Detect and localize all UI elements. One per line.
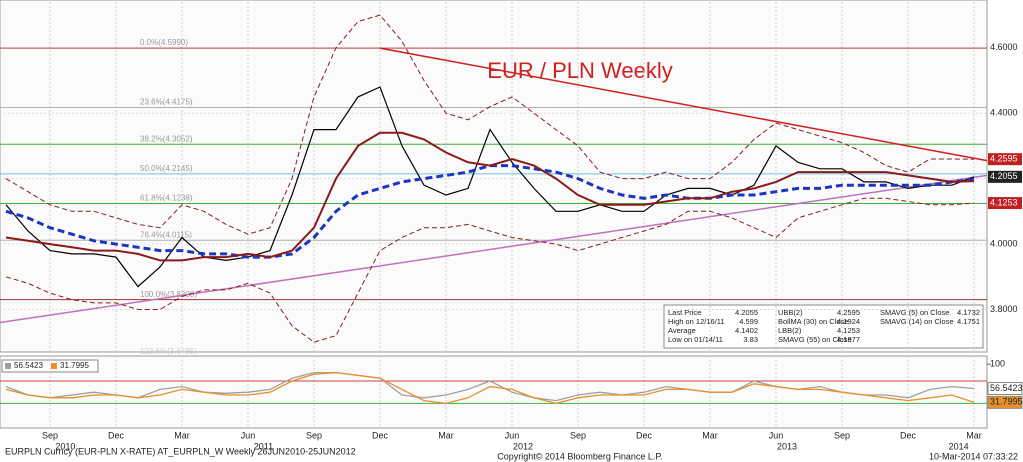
- legend-value: 4.2055: [735, 308, 758, 317]
- x-tick-label: Jun: [505, 430, 520, 440]
- year-label: 2013: [777, 441, 797, 451]
- fib-label: 123.6%(3.6485): [140, 347, 197, 356]
- legend-value: 4.1253: [837, 326, 860, 335]
- legend-label: High on 12/16/11: [668, 317, 725, 326]
- legend-label: SMAVG (55) on Close: [778, 335, 852, 344]
- fib-label: 100.0%(3.8300): [140, 290, 197, 299]
- legend-label: LBB(2): [778, 326, 802, 335]
- legend-box: [663, 304, 984, 349]
- series-line: [5, 164, 975, 259]
- value-tag: [987, 395, 1023, 409]
- value-tag-label: 4.1253: [990, 197, 1018, 207]
- fib-label: 38.2%(4.3052): [140, 134, 193, 143]
- legend-label: Low on 01/14/11: [668, 335, 723, 344]
- legend-label: Last Price: [668, 308, 701, 317]
- legend-label: SMAVG (14) on Close: [880, 317, 954, 326]
- footer-right: 10-Mar-2014 07:33:22: [929, 451, 1018, 461]
- x-tick-label: Mar: [438, 430, 454, 440]
- lower-panel: [0, 355, 988, 429]
- value-tag: [988, 197, 1022, 210]
- lower-legend-value: 31.7995: [60, 361, 89, 370]
- y-tick-label: 4.6000: [990, 42, 1018, 52]
- legend-value: 4.1732: [957, 308, 980, 317]
- legend-label: UBB(2): [778, 308, 803, 317]
- x-tick-label: Sep: [834, 430, 850, 440]
- year-label: 2014: [949, 441, 969, 451]
- legend-value: 3.83: [743, 335, 758, 344]
- legend-value: 4.1977: [837, 335, 860, 344]
- legend-label: Average: [668, 326, 696, 335]
- value-tag: [988, 170, 1022, 183]
- x-tick-label: Jun: [769, 430, 784, 440]
- value-tag: [987, 381, 1023, 395]
- x-tick-label: Dec: [636, 430, 653, 440]
- series-line: [5, 86, 975, 288]
- x-tick-label: Mar: [702, 430, 718, 440]
- x-tick-label: Dec: [900, 430, 917, 440]
- fib-label: 76.4%(4.0115): [140, 230, 192, 239]
- y2-tick-label: 100: [990, 359, 1005, 369]
- year-label: 2011: [254, 441, 273, 451]
- legend-value: 4.1751: [957, 317, 980, 326]
- legend-value: 4.599: [739, 317, 758, 326]
- fib-label: 61.8%(4.1238): [140, 194, 193, 203]
- year-label: 2010: [55, 441, 75, 451]
- lower-line: [5, 371, 975, 405]
- x-tick-label: Dec: [108, 430, 125, 440]
- x-tick-label: Sep: [42, 430, 58, 440]
- series-line: [5, 14, 975, 235]
- value-tag-label: 31.7995: [990, 397, 1023, 407]
- x-tick-label: Mar: [966, 430, 982, 440]
- x-tick-label: Sep: [306, 430, 322, 440]
- legend-value: 4.1924: [837, 317, 860, 326]
- trend-line: [379, 47, 988, 162]
- series-line: [5, 197, 975, 343]
- legend-label: SMAVG (5) on Close: [880, 308, 949, 317]
- x-tick-label: Jun: [241, 430, 256, 440]
- value-tag-label: 4.2595: [990, 154, 1018, 164]
- lower-line: [5, 371, 975, 402]
- footer-center: Copyright© 2014 Bloomberg Finance L.P.: [497, 451, 663, 461]
- value-tag-label: 4.2055: [990, 171, 1018, 181]
- footer-left: EURPLN Curncy (EUR-PLN X-RATE) AT_EURPLN…: [5, 446, 356, 456]
- legend-value: 4.1402: [735, 326, 758, 335]
- fib-label: 0.0%(4.5990): [140, 38, 188, 47]
- y-tick-label: 3.8000: [990, 304, 1018, 314]
- lower-legend-swatch: [5, 363, 11, 369]
- value-tag-label: 56.5423: [990, 383, 1023, 393]
- y-tick-label: 4.4000: [990, 108, 1018, 118]
- fib-label: 50.0%(4.2145): [140, 164, 193, 173]
- lower-legend-value: 56.5423: [14, 361, 43, 370]
- series-line: [5, 131, 975, 262]
- fib-label: 23.6%(4.4175): [140, 98, 193, 107]
- year-label: 2012: [513, 441, 533, 451]
- value-tag: [988, 153, 1022, 166]
- y-tick-label: 4.0000: [990, 238, 1018, 248]
- chart-title: EUR / PLN Weekly: [487, 58, 672, 83]
- legend-value: 4.2595: [837, 308, 860, 317]
- main-panel: [0, 0, 988, 353]
- legend-label: BollMA (30) on Close: [778, 317, 848, 326]
- x-tick-label: Sep: [570, 430, 586, 440]
- trend-line: [0, 174, 988, 324]
- lower-legend-swatch: [51, 363, 57, 369]
- x-tick-label: Mar: [174, 430, 190, 440]
- x-tick-label: Dec: [372, 430, 389, 440]
